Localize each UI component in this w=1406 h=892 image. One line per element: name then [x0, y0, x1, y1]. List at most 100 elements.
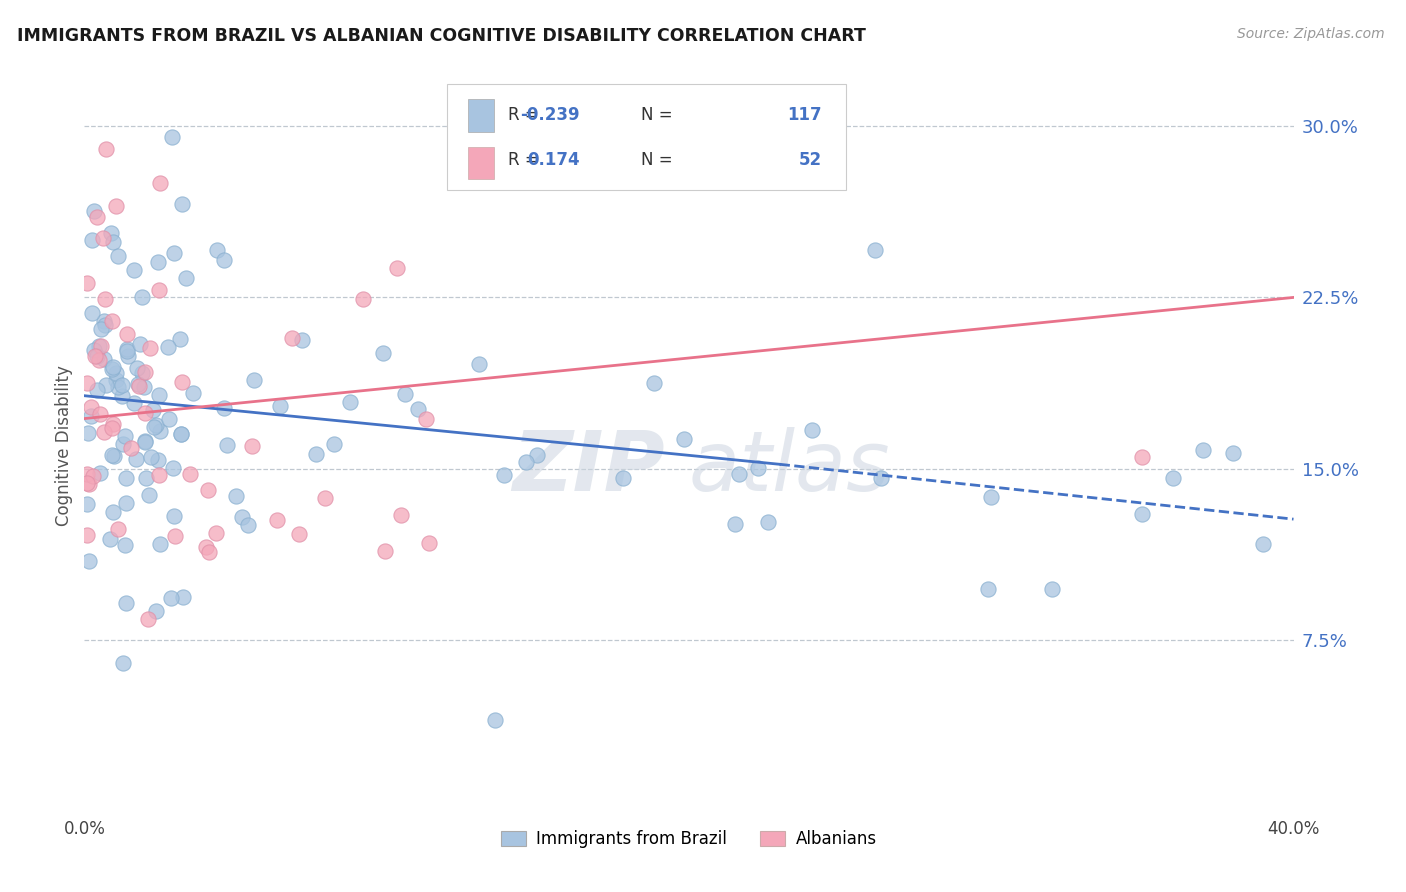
Point [89, 466, 111, 480]
Point [484, 714, 506, 728]
Point [1040, 582, 1063, 596]
Point [132, 380, 155, 394]
Point [135, 471, 157, 485]
Point [93, 351, 115, 366]
Point [128, 379, 150, 393]
Point [197, 483, 219, 497]
Point [101, 448, 124, 462]
Point [87, 338, 110, 352]
Point [172, 376, 194, 390]
Point [105, 199, 128, 213]
Point [134, 406, 156, 420]
Point [149, 176, 172, 190]
Point [103, 359, 125, 374]
Point [139, 450, 162, 464]
Point [643, 376, 665, 390]
Point [212, 252, 235, 267]
Point [128, 337, 150, 351]
Point [94, 142, 117, 156]
Point [526, 448, 548, 462]
Point [127, 376, 149, 391]
Point [77, 476, 100, 491]
Point [728, 467, 751, 481]
Point [205, 244, 228, 258]
Point [747, 460, 769, 475]
Point [101, 505, 124, 519]
Point [242, 373, 264, 387]
Point [115, 327, 138, 342]
Point [90, 339, 112, 353]
Point [863, 243, 886, 257]
Point [287, 527, 309, 541]
Point [80, 409, 103, 424]
Point [148, 254, 170, 268]
Point [145, 604, 167, 618]
Point [157, 412, 180, 426]
Point [672, 432, 695, 446]
Point [131, 290, 153, 304]
Point [169, 333, 191, 347]
Point [148, 452, 170, 467]
Point [172, 591, 194, 605]
Point [138, 488, 160, 502]
Point [111, 436, 134, 450]
Point [756, 515, 779, 529]
Point [76, 528, 98, 542]
Point [148, 388, 170, 402]
Point [87, 353, 110, 368]
Text: R =: R = [508, 106, 544, 124]
Point [339, 395, 361, 409]
Point [323, 436, 346, 450]
Point [468, 357, 491, 371]
Point [389, 508, 412, 522]
Point [1192, 443, 1215, 458]
Point [83, 343, 105, 357]
Point [111, 656, 134, 670]
Point [94, 318, 117, 333]
Text: 52: 52 [799, 151, 823, 169]
Point [143, 420, 166, 434]
Point [266, 513, 288, 527]
Point [162, 460, 184, 475]
Point [76, 376, 98, 391]
Point [977, 582, 1000, 596]
Point [76, 276, 98, 290]
Point [107, 249, 129, 263]
Point [105, 374, 128, 388]
Point [406, 402, 429, 417]
Point [98, 532, 121, 546]
Point [724, 516, 747, 531]
Point [76, 425, 98, 440]
Point [110, 378, 132, 392]
Point [134, 434, 156, 448]
Point [1253, 537, 1275, 551]
Point [80, 306, 103, 320]
Point [145, 417, 167, 432]
Point [494, 468, 516, 483]
Point [159, 591, 181, 605]
Text: atlas: atlas [689, 427, 890, 508]
Point [122, 263, 145, 277]
Point [242, 439, 264, 453]
Point [205, 525, 228, 540]
Text: 117: 117 [787, 106, 823, 124]
Point [100, 362, 122, 376]
Point [100, 226, 122, 240]
Point [314, 491, 336, 505]
Point [183, 386, 205, 401]
Point [148, 283, 170, 297]
Point [100, 420, 122, 434]
Point [225, 489, 247, 503]
Point [107, 380, 129, 394]
Point [114, 538, 136, 552]
Text: -0.239: -0.239 [520, 106, 581, 124]
Point [80, 400, 103, 414]
Point [236, 518, 259, 533]
Point [163, 509, 186, 524]
Point [304, 447, 326, 461]
Point [165, 529, 187, 543]
Point [94, 377, 117, 392]
Point [84, 350, 107, 364]
Point [280, 331, 302, 345]
Point [86, 383, 108, 397]
